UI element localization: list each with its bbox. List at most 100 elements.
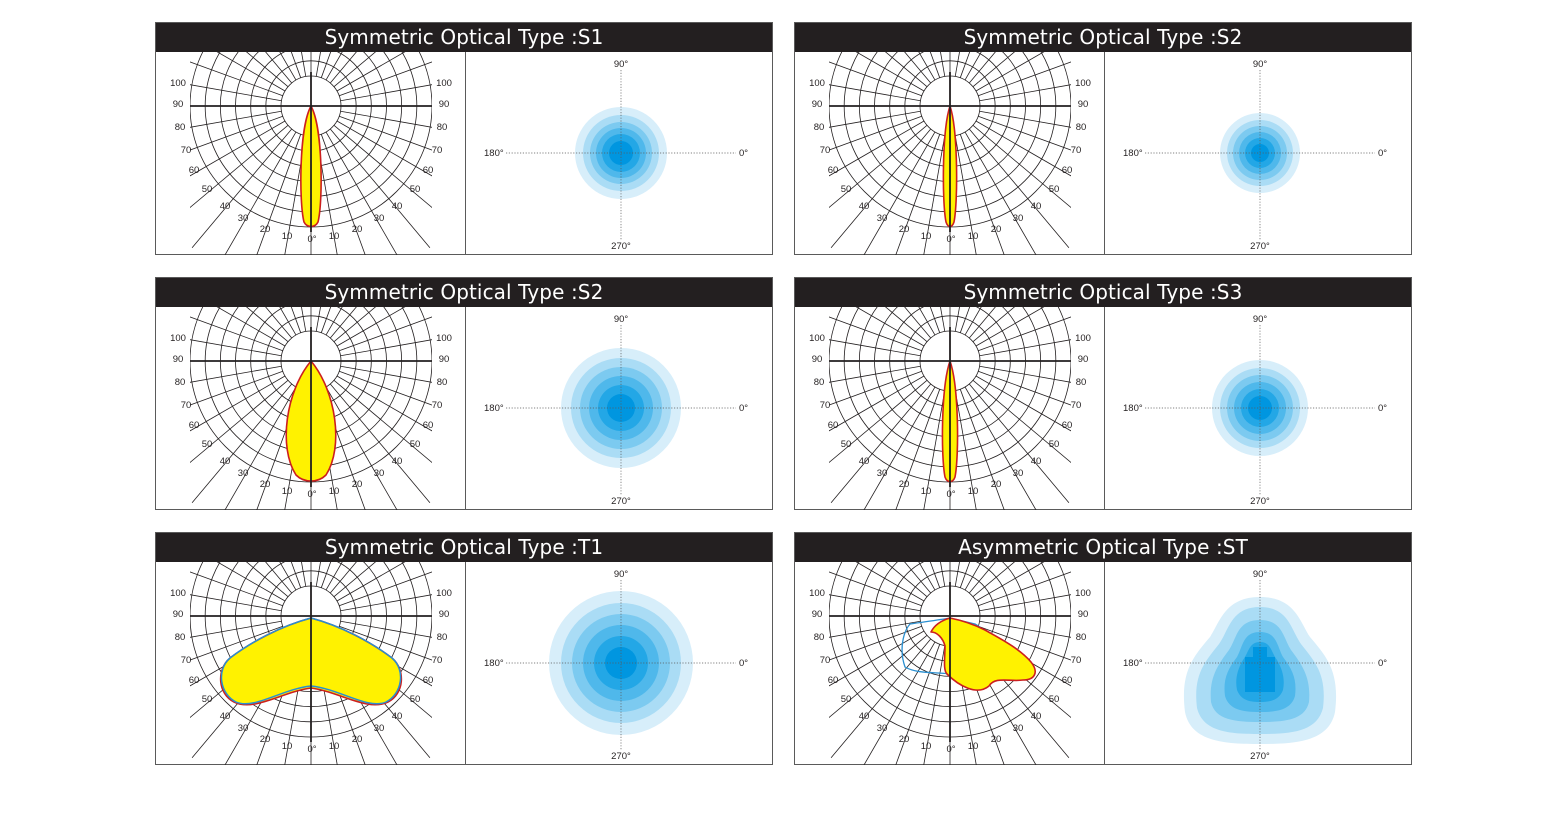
scale-label-right: 40 — [392, 201, 403, 212]
scale-label-bottom: 10 — [968, 486, 979, 497]
spot-label-right: 0° — [1378, 658, 1387, 669]
polar-diagram-svg: 1009080706050403020101009080706050403020… — [809, 562, 1091, 765]
grid-spoke — [325, 307, 343, 336]
scale-label-left: 90 — [812, 609, 823, 620]
scale-label-right: 80 — [1076, 377, 1087, 388]
panel-title: Asymmetric Optical Type :ST — [795, 533, 1411, 562]
grid-spoke — [190, 620, 282, 638]
grid-spoke — [829, 115, 922, 151]
scale-label-right: 50 — [1049, 184, 1060, 195]
grid-spoke — [340, 339, 432, 357]
scale-label-right: 70 — [432, 145, 443, 156]
spot-label-left: 180° — [1123, 658, 1143, 669]
grid-spoke — [918, 562, 936, 591]
grid-spoke — [325, 562, 343, 591]
scale-label-left: 50 — [841, 694, 852, 705]
scale-label-bottom: 0° — [307, 744, 316, 755]
grid-spoke — [829, 625, 922, 661]
scale-label-left: 70 — [181, 655, 192, 666]
grid-spoke — [829, 61, 922, 97]
scale-label-right: 50 — [1049, 694, 1060, 705]
grid-spoke — [978, 370, 1071, 406]
grid-spoke — [190, 339, 282, 357]
grid-spoke — [336, 52, 406, 92]
spot-label-bottom: 270° — [611, 751, 631, 762]
grid-spoke — [190, 594, 282, 612]
scale-label-bottom: 10 — [329, 486, 340, 497]
scale-label-right: 100 — [1075, 333, 1091, 344]
grid-spoke — [336, 562, 406, 602]
grid-spoke — [979, 84, 1071, 102]
scale-label-right: 70 — [432, 655, 443, 666]
grid-spoke — [320, 134, 366, 255]
grid-spoke — [320, 562, 332, 588]
grid-spoke — [190, 571, 283, 607]
grid-spoke — [829, 630, 925, 687]
grid-spoke — [329, 307, 357, 339]
scale-label-left: 80 — [814, 377, 825, 388]
scale-label-right: 20 — [991, 479, 1002, 490]
grid-spoke — [972, 124, 1071, 209]
scale-label-left: 50 — [202, 184, 213, 195]
grid-spoke — [979, 110, 1071, 128]
grid-spoke — [290, 52, 302, 78]
scale-label-bottom: 0° — [307, 489, 316, 500]
grid-spoke — [339, 115, 432, 151]
scale-label-right: 90 — [439, 609, 450, 620]
polar-diagram-svg: 1009080706050403020101009080706050403020… — [170, 562, 452, 765]
grid-spoke — [336, 307, 406, 347]
light-spot-diagram: 90° 180° 0° 270° — [1105, 52, 1412, 255]
grid-spoke — [929, 52, 941, 78]
scale-label-left: 100 — [809, 588, 825, 599]
grid-spoke — [333, 307, 376, 343]
grid-spoke — [978, 571, 1071, 607]
panel-title: Symmetric Optical Type :S1 — [156, 23, 772, 52]
scale-label-left: 40 — [859, 711, 870, 722]
scale-label-right: 80 — [1076, 122, 1087, 133]
grid-spoke — [265, 562, 293, 594]
scale-label-left: 10 — [921, 486, 932, 497]
grid-spoke — [829, 339, 921, 357]
scale-label-left: 50 — [202, 439, 213, 450]
grid-spoke — [336, 120, 432, 177]
scale-label-right: 50 — [410, 439, 421, 450]
scale-label-right: 90 — [1078, 99, 1089, 110]
grid-spoke — [975, 562, 1045, 602]
grid-spoke — [329, 52, 357, 84]
grid-spoke — [191, 383, 293, 503]
scale-label-left: 60 — [828, 420, 839, 431]
scale-label-left: 20 — [899, 479, 910, 490]
optical-type-panel: Symmetric Optical Type :S3 100 90 80 70 60 50… — [794, 277, 1412, 510]
beam-curve — [930, 617, 1036, 691]
grid-spoke — [978, 61, 1071, 97]
grid-spoke — [190, 379, 289, 464]
grid-spoke — [340, 620, 432, 638]
grid-spoke — [829, 375, 925, 432]
grid-spoke — [279, 307, 297, 336]
panel-title: Symmetric Optical Type :S2 — [156, 278, 772, 307]
scale-label-right: 100 — [436, 333, 452, 344]
grid-spoke — [895, 644, 941, 765]
grid-spoke — [190, 375, 286, 432]
spot-label-right: 0° — [739, 148, 748, 159]
scale-label-left: 90 — [173, 609, 184, 620]
scale-label-right: 40 — [1031, 201, 1042, 212]
grid-spoke — [923, 135, 946, 255]
grid-spoke — [829, 634, 928, 719]
grid-spoke — [829, 620, 921, 638]
grid-spoke — [325, 386, 398, 510]
scale-label-left: 20 — [260, 734, 271, 745]
scale-label-bottom: 10 — [329, 231, 340, 242]
grid-spoke — [329, 383, 431, 503]
scale-label-right: 30 — [374, 468, 385, 479]
grid-spoke — [964, 562, 982, 591]
grid-spoke — [929, 307, 941, 333]
panel-title: Symmetric Optical Type :S3 — [795, 278, 1411, 307]
spot-label-top: 90° — [614, 59, 629, 70]
grid-spoke — [339, 625, 432, 661]
grid-spoke — [329, 562, 357, 594]
scale-label-right: 60 — [1062, 165, 1073, 176]
grid-spoke — [829, 571, 922, 607]
scale-label-right: 30 — [1013, 213, 1024, 224]
grid-spoke — [863, 386, 936, 510]
